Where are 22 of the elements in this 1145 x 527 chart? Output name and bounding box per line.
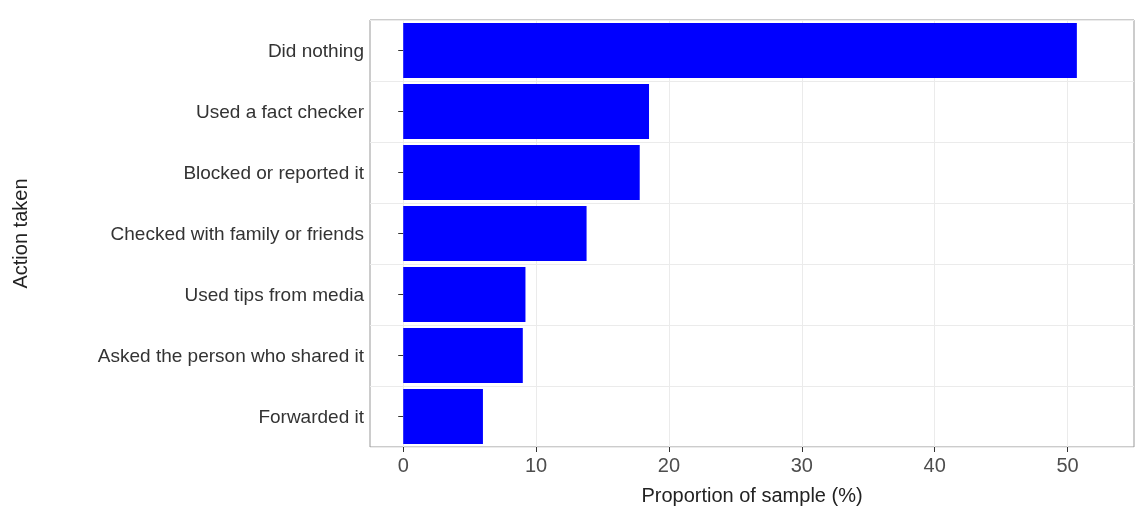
y-tick-label: Used tips from media — [184, 284, 365, 305]
bar — [403, 23, 1077, 78]
x-tick-label: 20 — [657, 454, 681, 476]
bar — [403, 206, 587, 261]
bar — [403, 389, 483, 444]
x-tick-label: 50 — [1056, 454, 1079, 476]
x-tick-label: 10 — [524, 454, 548, 476]
y-tick-label: Asked the person who shared it — [97, 345, 365, 366]
y-axis-title: Action taken — [9, 178, 31, 289]
y-tick-label: Checked with family or friends — [110, 223, 364, 244]
x-tick-label: 0 — [397, 454, 409, 476]
y-tick-label: Blocked or reported it — [183, 162, 365, 183]
bar — [403, 84, 650, 139]
bar — [403, 328, 523, 383]
x-axis-title: Proportion of sample (%) — [641, 484, 863, 506]
bar — [403, 267, 526, 322]
y-tick-label: Did nothing — [267, 40, 364, 61]
y-tick-label: Used a fact checker — [196, 101, 365, 122]
x-tick-label: 30 — [790, 454, 813, 476]
y-tick-label: Forwarded it — [258, 406, 365, 427]
x-tick-label: 40 — [923, 454, 946, 476]
bar — [403, 145, 640, 200]
